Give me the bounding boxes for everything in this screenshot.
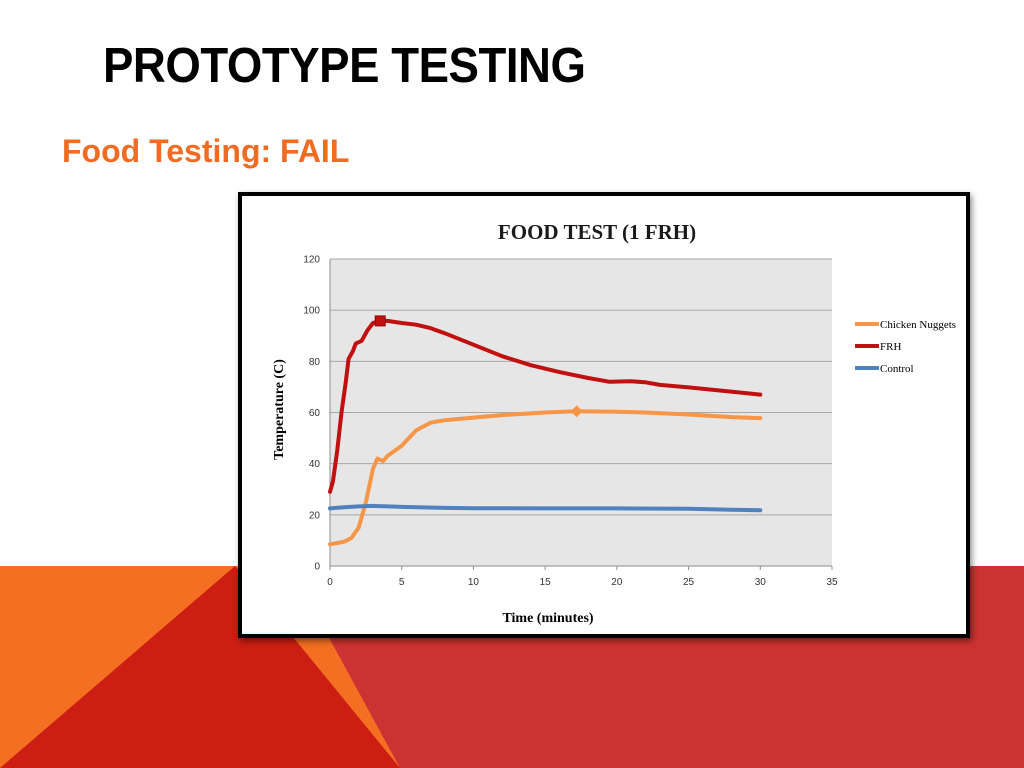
y-tick-label: 60 [309, 408, 321, 419]
series-line-frh [328, 318, 763, 494]
x-tick-label: 20 [611, 577, 623, 588]
legend-label-chicken-nuggets: Chicken Nuggets [880, 319, 956, 331]
y-tick-label: 80 [309, 357, 321, 368]
chart-title: FOOD TEST (1 FRH) [498, 220, 696, 244]
y-tick-label: 0 [314, 562, 320, 573]
x-tick-label: 5 [399, 577, 405, 588]
chart-frame: 0 20 40 60 80 100 120 0 5 10 15 20 25 30 35 FOOD TEST… [238, 192, 970, 638]
series-marker-frh [374, 315, 386, 327]
series-line-chicken-nuggets [328, 409, 763, 547]
y-tick-label: 40 [309, 459, 321, 470]
series-markers [374, 315, 583, 418]
series-lines [328, 318, 763, 547]
series-line-control [328, 503, 763, 513]
x-tick-labels: 0 5 10 15 20 25 30 35 [327, 577, 838, 588]
y-axis-label: Temperature (C) [272, 359, 287, 460]
x-tick-label: 0 [327, 577, 333, 588]
chart-legend: Chicken Nuggets FRH Control [855, 319, 956, 375]
page-title: PROTOTYPE TESTING [103, 39, 586, 93]
y-tick-label: 100 [303, 306, 320, 317]
legend-label-control: Control [880, 363, 914, 375]
page-subtitle: Food Testing: FAIL [62, 133, 350, 169]
x-tick-label: 30 [755, 577, 767, 588]
x-axis-label: Time (minutes) [502, 611, 593, 626]
y-tick-label: 120 [303, 255, 320, 266]
food-test-chart: 0 20 40 60 80 100 120 0 5 10 15 20 25 30 35 FOOD TEST… [272, 220, 956, 626]
x-tick-label: 35 [826, 577, 838, 588]
y-tick-labels: 0 20 40 60 80 100 120 [303, 255, 320, 573]
x-tick-label: 10 [468, 577, 480, 588]
bg-red-triangle [0, 566, 400, 768]
y-tick-label: 20 [309, 510, 321, 521]
series-marker-chicken-nuggets [570, 405, 583, 418]
axes [329, 259, 833, 570]
x-tick-label: 25 [683, 577, 695, 588]
x-tick-label: 15 [540, 577, 552, 588]
legend-label-frh: FRH [880, 341, 901, 353]
